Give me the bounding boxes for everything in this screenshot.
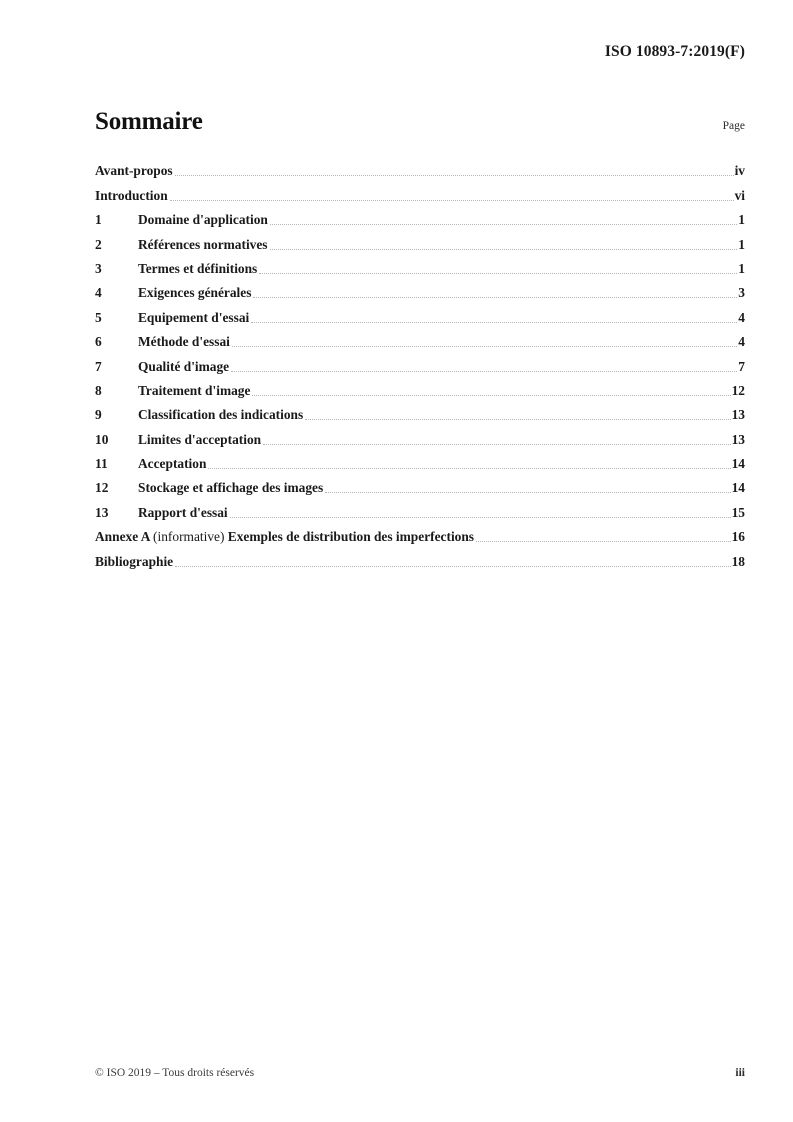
toc-dot-leader — [174, 166, 734, 179]
toc-dot-leader — [253, 288, 738, 301]
toc-entry-number: 5 — [95, 309, 102, 325]
toc-entry-page-number: 1 — [738, 212, 745, 228]
toc-entry[interactable]: 6 Méthode d'essai 4 — [95, 326, 745, 350]
toc-entry[interactable]: Bibliographie 18 — [95, 545, 745, 569]
toc-entry-label: Avant-propos — [95, 163, 173, 179]
toc-dot-leader — [229, 507, 731, 520]
toc-entry-number: 7 — [95, 358, 102, 374]
toc-entry-label: Références normatives — [138, 236, 268, 252]
toc-entry-page-number: 13 — [731, 407, 745, 423]
toc-entry[interactable]: Avant-propos iv — [95, 155, 745, 179]
toc-entry[interactable]: 7 Qualité d'image 7 — [95, 350, 745, 374]
toc-entry[interactable]: Annexe A (informative) Exemples de distr… — [95, 521, 745, 545]
document-header-standard-reference: ISO 10893-7:2019(F) — [604, 43, 745, 60]
toc-entry[interactable]: 1 Domaine d'application 1 — [95, 204, 745, 228]
toc-entry[interactable]: 8 Traitement d'image 12 — [95, 375, 745, 399]
toc-dot-leader — [305, 410, 731, 423]
toc-entry-page-number: 4 — [738, 334, 745, 350]
toc-entry-label: Annexe A (informative) Exemples de distr… — [95, 529, 475, 545]
toc-page-column-label: Page — [722, 120, 745, 132]
toc-dot-leader — [231, 361, 738, 374]
toc-entry-label: Méthode d'essai — [138, 334, 230, 350]
toc-entry-page-number: 15 — [731, 504, 745, 520]
toc-entry-number: 13 — [95, 504, 109, 520]
toc-entry-label: Limites d'acceptation — [138, 431, 262, 447]
toc-entry[interactable]: Introduction vi — [95, 179, 745, 203]
toc-entry-number: 4 — [95, 285, 102, 301]
toc-entry-label: Exigences générales — [138, 285, 252, 301]
toc-entry-number: 2 — [95, 236, 102, 252]
toc-entry-page-number: 1 — [738, 236, 745, 252]
table-of-contents: Avant-propos iv Introduction vi 1 Domaine d'a… — [95, 155, 745, 570]
toc-entry-number: 11 — [95, 456, 108, 472]
toc-entry-number: 12 — [95, 480, 109, 496]
toc-entry[interactable]: 13 Rapport d'essai 15 — [95, 496, 745, 520]
toc-entry-page-number: iv — [734, 163, 745, 179]
toc-dot-leader — [476, 532, 731, 545]
toc-entry[interactable]: 12 Stockage et affichage des images 14 — [95, 472, 745, 496]
toc-entry-page-number: 18 — [731, 553, 745, 569]
document-footer: © ISO 2019 – Tous droits réservés iii — [95, 1067, 745, 1079]
toc-entry-label: Classification des indications — [138, 407, 304, 423]
footer-copyright: © ISO 2019 – Tous droits réservés — [95, 1067, 255, 1079]
toc-entry-page-number: 14 — [731, 480, 745, 496]
toc-entry-page-number: 16 — [731, 529, 745, 545]
toc-entry-number: 8 — [95, 382, 102, 398]
toc-entry-label: Bibliographie — [95, 553, 174, 569]
toc-entry-page-number: 7 — [738, 358, 745, 374]
toc-dot-leader — [252, 386, 731, 399]
toc-entry-label: Stockage et affichage des images — [138, 480, 324, 496]
toc-entry-label: Domaine d'application — [138, 212, 268, 228]
toc-entry-page-number: 4 — [738, 309, 745, 325]
toc-entry-number: 3 — [95, 260, 102, 276]
page-title: Sommaire — [95, 108, 203, 135]
toc-entry[interactable]: 10 Limites d'acceptation 13 — [95, 423, 745, 447]
toc-entry-page-number: vi — [734, 187, 745, 203]
toc-dot-leader — [269, 215, 738, 228]
toc-entry[interactable]: 11 Acceptation 14 — [95, 448, 745, 472]
toc-entry-number: 6 — [95, 334, 102, 350]
footer-page-number: iii — [735, 1067, 745, 1079]
toc-entry-page-number: 1 — [738, 260, 745, 276]
toc-entry[interactable]: 9 Classification des indications 13 — [95, 399, 745, 423]
toc-entry-page-number: 12 — [731, 382, 745, 398]
toc-dot-leader — [175, 556, 731, 569]
toc-entry-number: 1 — [95, 212, 102, 228]
toc-entry[interactable]: 3 Termes et définitions 1 — [95, 253, 745, 277]
toc-entry-label: Introduction — [95, 187, 168, 203]
toc-entry-label-qualifier: (informative) — [153, 529, 225, 545]
toc-dot-leader — [169, 190, 734, 203]
toc-dot-leader — [231, 337, 738, 350]
toc-entry[interactable]: 2 Références normatives 1 — [95, 228, 745, 252]
toc-entry-number: 9 — [95, 407, 102, 423]
toc-entry-label: Rapport d'essai — [138, 504, 228, 520]
toc-dot-leader — [259, 264, 738, 277]
toc-entry[interactable]: 5 Equipement d'essai 4 — [95, 301, 745, 325]
toc-entry-label: Acceptation — [138, 456, 207, 472]
toc-entry-label: Equipement d'essai — [138, 309, 250, 325]
toc-title-row: Sommaire Page — [95, 108, 745, 136]
toc-dot-leader — [251, 312, 738, 325]
toc-entry-label: Traitement d'image — [138, 382, 251, 398]
toc-dot-leader — [208, 459, 731, 472]
toc-entry-page-number: 14 — [731, 456, 745, 472]
toc-entry-page-number: 3 — [738, 285, 745, 301]
toc-dot-leader — [325, 483, 731, 496]
toc-entry-label: Termes et définitions — [138, 260, 258, 276]
toc-entry[interactable]: 4 Exigences générales 3 — [95, 277, 745, 301]
toc-dot-leader — [263, 434, 731, 447]
toc-entry-number: 10 — [95, 431, 109, 447]
toc-entry-label: Qualité d'image — [138, 358, 230, 374]
toc-entry-page-number: 13 — [731, 431, 745, 447]
toc-dot-leader — [269, 239, 738, 252]
